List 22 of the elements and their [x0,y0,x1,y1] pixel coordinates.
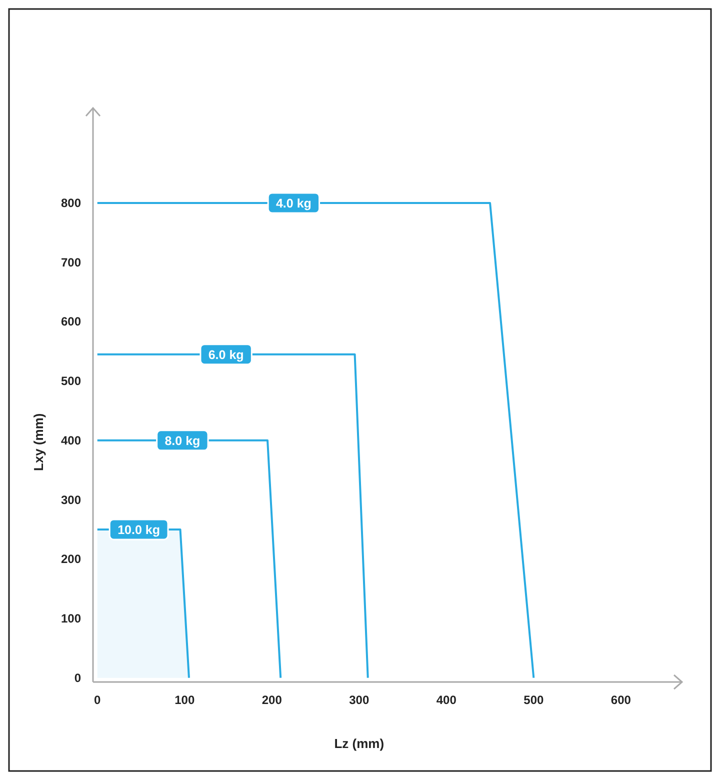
y-axis-title: Lxy (mm) [31,413,46,472]
y-tick-label: 300 [60,492,82,507]
x-tick-label: 400 [436,693,457,707]
series-label: 10.0 kg [118,522,160,537]
x-tick-label: 600 [610,693,632,707]
series-label: 6.0 kg [208,348,244,362]
y-tick-label: 0 [74,670,82,685]
y-tick-label: 100 [60,611,82,626]
series-label: 8.0 kg [164,434,200,448]
y-tick-label: 600 [60,314,82,329]
x-axis-title: Lz (mm) [334,736,384,751]
y-tick-label: 800 [60,196,82,210]
x-tick-label: 100 [174,693,195,707]
y-tick-label: 400 [60,433,82,448]
y-tick-label: 200 [60,552,82,566]
x-tick-label: 200 [262,693,282,707]
x-tick-label: 0 [94,693,102,707]
x-tick-label: 300 [349,693,370,707]
y-tick-label: 700 [60,255,82,270]
series-label: 4.0 kg [276,196,312,210]
y-tick-label: 500 [60,374,82,388]
x-tick-label: 500 [524,693,544,707]
